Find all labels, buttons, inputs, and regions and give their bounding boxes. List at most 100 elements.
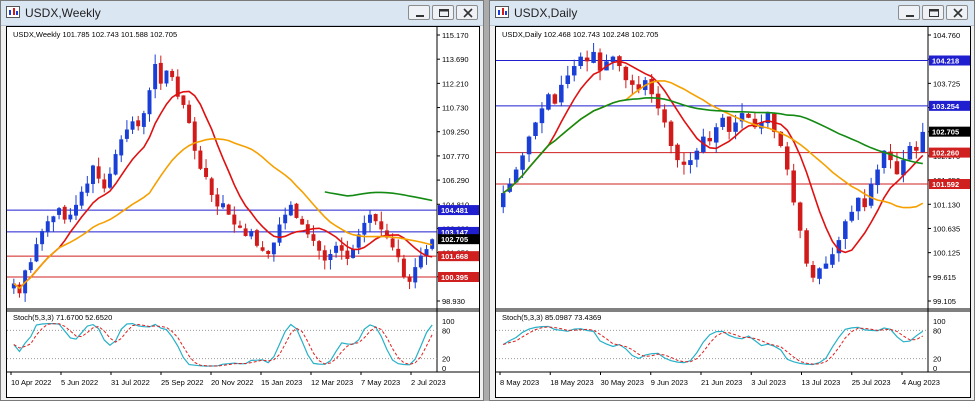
candle-body — [362, 222, 367, 235]
candle-body — [655, 93, 661, 109]
candle-body — [396, 248, 401, 258]
candle-body — [797, 202, 803, 231]
date-label: 25 Sep 2022 — [161, 378, 204, 387]
chart-info-label: USDX,Daily 102.468 102.743 102.248 102.7… — [502, 30, 658, 39]
minimize-button[interactable] — [408, 5, 430, 20]
candle-body — [843, 221, 848, 239]
close-button[interactable] — [946, 5, 968, 20]
stoch-tick-label: 100 — [933, 317, 946, 326]
maximize-button[interactable] — [922, 5, 944, 20]
level-label-box — [438, 272, 479, 283]
candle-body — [862, 198, 867, 208]
candle-body — [836, 240, 842, 254]
maximize-button[interactable] — [432, 5, 454, 20]
weekly-chart-area[interactable]: USDX,Weekly 101.785 102.743 101.588 102.… — [6, 26, 480, 398]
candle-body — [198, 150, 203, 169]
date-label: 20 Nov 2022 — [211, 378, 254, 387]
candle-body — [11, 283, 16, 289]
date-label: 4 Aug 2023 — [902, 378, 940, 387]
candle-body — [418, 255, 423, 268]
stoch-main-line — [13, 322, 433, 367]
candle-body — [636, 84, 642, 90]
candle-body — [74, 204, 78, 216]
candle-body — [164, 70, 169, 84]
candle-body — [901, 160, 906, 176]
candle-body — [726, 116, 732, 132]
level-label: 100.395 — [441, 273, 468, 282]
candle-body — [249, 231, 254, 237]
date-label: 8 May 2023 — [500, 378, 539, 387]
candle-body — [720, 117, 725, 127]
candle-body — [804, 230, 809, 264]
candle-body — [339, 245, 344, 251]
level-label: 101.668 — [441, 252, 468, 261]
candle-body — [649, 78, 654, 95]
candle-body — [817, 268, 822, 279]
candle-body — [746, 113, 751, 118]
candle-body — [28, 262, 33, 271]
minimize-button[interactable] — [898, 5, 920, 20]
candle-body — [34, 244, 39, 262]
weekly-chart-svg: USDX,Weekly 101.785 102.743 101.588 102.… — [7, 27, 479, 387]
candle-body — [328, 253, 333, 261]
chart-window-icon — [6, 6, 20, 18]
candle-body — [430, 239, 435, 249]
price-tick-label: 99.615 — [933, 273, 956, 282]
date-label: 5 Jun 2022 — [61, 378, 98, 387]
candle-body — [668, 121, 674, 147]
candle-body — [584, 57, 590, 62]
candle-body — [209, 178, 214, 196]
daily-chart-svg: USDX,Daily 102.468 102.743 102.248 102.7… — [496, 27, 970, 387]
candle-body — [277, 224, 282, 243]
candle-body — [141, 113, 146, 127]
daily-window-title: USDX,Daily — [514, 6, 578, 20]
price-tick-label: 100.635 — [933, 224, 960, 233]
date-label: 21 Jun 2023 — [701, 378, 742, 387]
level-label: 102.705 — [441, 235, 468, 244]
candle-body — [681, 161, 687, 165]
price-tick-label: 106.290 — [442, 176, 469, 185]
price-tick-label: 104.810 — [442, 200, 469, 209]
level-label-box — [929, 100, 970, 111]
candle-body — [390, 238, 395, 248]
candle-body — [526, 136, 532, 155]
candle-body — [68, 214, 73, 220]
candle-body — [571, 66, 577, 76]
stoch-signal-line — [503, 326, 924, 365]
candle-body — [317, 241, 322, 251]
daily-chart-area[interactable]: USDX,Daily 102.468 102.743 102.248 102.7… — [495, 26, 971, 398]
candle-body — [565, 75, 571, 84]
level-label-box — [438, 234, 479, 245]
candle-body — [379, 221, 384, 230]
candle-body — [520, 155, 525, 170]
candle-body — [881, 150, 887, 168]
level-label-box — [929, 179, 970, 190]
candle-body — [158, 62, 163, 84]
price-tick-label: 107.770 — [442, 152, 469, 161]
candle-body — [351, 249, 356, 258]
level-label: 103.147 — [441, 228, 468, 237]
candle-body — [283, 214, 288, 224]
candle-body — [513, 169, 519, 183]
candle-body — [215, 194, 220, 207]
candle-body — [623, 66, 629, 81]
candle-body — [765, 113, 771, 124]
price-tick-label: 99.105 — [933, 297, 956, 306]
candle-body — [356, 234, 361, 248]
candle-body — [894, 161, 900, 175]
candle-body — [175, 76, 180, 97]
stoch-tick-label: 20 — [442, 355, 450, 364]
candle-body — [373, 214, 378, 222]
candle-body — [271, 242, 276, 255]
candle-body — [888, 151, 893, 161]
date-label: 2 Jul 2023 — [411, 378, 446, 387]
candle-body — [759, 122, 764, 129]
candle-body — [597, 52, 603, 71]
candle-body — [914, 146, 919, 151]
daily-titlebar[interactable]: USDX,Daily — [490, 1, 974, 26]
close-button[interactable] — [456, 5, 478, 20]
candle-body — [170, 70, 175, 78]
level-label-box — [438, 251, 479, 262]
weekly-titlebar[interactable]: USDX,Weekly — [1, 1, 483, 26]
candle-body — [187, 104, 192, 123]
